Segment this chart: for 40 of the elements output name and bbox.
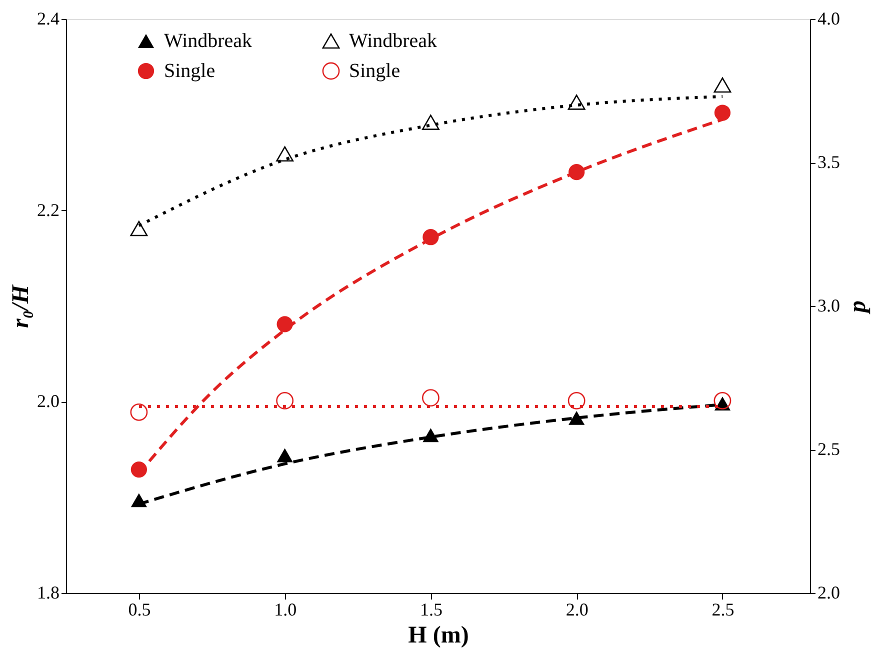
point xyxy=(714,104,731,121)
y-tick-label: 2.0 xyxy=(37,391,60,412)
y-axis-title: r₀/H xyxy=(8,284,34,328)
point xyxy=(714,77,732,93)
legend-label: Single xyxy=(164,60,216,82)
x-tick-label: 1.5 xyxy=(420,600,442,620)
point xyxy=(568,164,585,180)
y-tick-label: 1.8 xyxy=(37,582,60,602)
point xyxy=(422,428,439,442)
point xyxy=(422,229,439,246)
point xyxy=(276,448,293,462)
point xyxy=(422,389,440,407)
point xyxy=(130,403,148,421)
point xyxy=(422,114,440,130)
legend-label: Windbreak xyxy=(164,30,252,52)
x-tick-label: 2.0 xyxy=(566,600,588,620)
y2-tick-label: 3.0 xyxy=(818,296,840,316)
x-tick-label: 1.0 xyxy=(274,600,297,620)
point xyxy=(130,462,148,478)
point xyxy=(130,220,148,236)
point xyxy=(276,316,293,332)
y2-tick-label: 2.0 xyxy=(818,582,840,602)
point xyxy=(568,94,586,110)
legend-label: Windbreak xyxy=(349,30,438,52)
x-axis-title: H (m) xyxy=(408,622,469,648)
x-tick-label: 2.5 xyxy=(712,600,734,620)
y2-tick-label: 3.5 xyxy=(818,152,840,172)
point xyxy=(130,493,148,508)
y-tick-label: 2.2 xyxy=(37,200,60,220)
y-tick-label: 2.4 xyxy=(37,8,60,28)
point xyxy=(568,392,586,410)
y2-tick-label: 4.0 xyxy=(818,8,840,28)
y2-axis-title: p xyxy=(845,300,871,314)
x-tick-label: 0.5 xyxy=(128,600,151,620)
y2-tick-label: 2.5 xyxy=(818,439,840,459)
point xyxy=(568,410,585,425)
point xyxy=(714,392,732,410)
point xyxy=(276,146,294,162)
legend-label: Single xyxy=(349,60,400,82)
point xyxy=(276,392,294,410)
